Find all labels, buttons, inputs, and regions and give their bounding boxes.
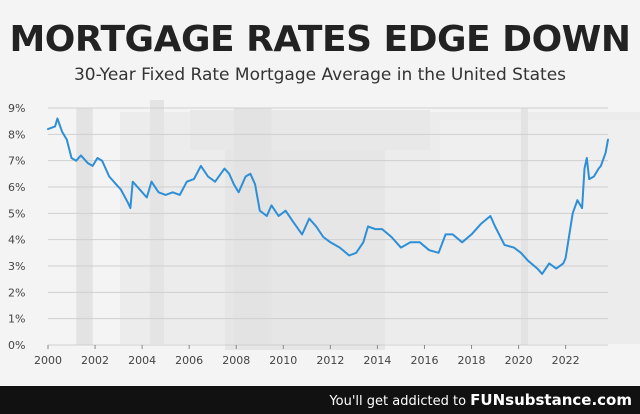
x-tick-label: 2000 [34, 354, 62, 367]
y-tick-label: 7% [8, 155, 25, 168]
y-tick-label: 8% [8, 128, 25, 141]
x-tick-label: 2018 [458, 354, 486, 367]
x-tick-label: 2016 [410, 354, 438, 367]
y-tick-label: 9% [8, 102, 25, 115]
x-tick-label: 2020 [505, 354, 533, 367]
recession-band-0 [76, 108, 93, 345]
x-tick-label: 2004 [128, 354, 156, 367]
footer-bar: You'll get addicted to FUNsubstance.com [0, 386, 640, 414]
y-axis-tick-labels: 0% 1% 2% 3% 4% 5% 6% 7% 8% 9% [8, 102, 25, 352]
recession-band-1 [233, 108, 272, 345]
x-tick-label: 2006 [175, 354, 203, 367]
y-tick-label: 3% [8, 260, 25, 273]
y-tick-label: 0% [8, 339, 25, 352]
background-sign-illustration [120, 100, 640, 350]
y-tick-label: 6% [8, 181, 25, 194]
x-tick-label: 2010 [269, 354, 297, 367]
x-tick-label: 2002 [81, 354, 109, 367]
recession-bands [76, 108, 528, 345]
footer-text: You'll get addicted to [329, 394, 471, 409]
x-axis-tick-labels: 2000 2002 2004 2006 2008 2010 2012 2014 2016 2018… [34, 345, 580, 367]
page-subtitle: 30-Year Fixed Rate Mortgage Average in t… [73, 65, 567, 85]
footer-credit: You'll get addicted to FUNsubstance.com [329, 391, 632, 411]
x-tick-label: 2022 [552, 354, 580, 367]
y-tick-label: 1% [8, 313, 25, 326]
page-title: MORTGAGE RATES EDGE DOWN [9, 19, 631, 60]
recession-band-2 [520, 108, 528, 345]
x-tick-label: 2012 [316, 354, 344, 367]
y-tick-label: 5% [8, 207, 25, 220]
series-line-30-year-fixed [47, 117, 609, 275]
mortgage-rate-line-chart: 0%1%2%3%4%5%6%7%8%9% 2000 2002 2004 2006 200… [8, 100, 640, 367]
footer-brand[interactable]: FUNsubstance.com [470, 391, 632, 409]
x-tick-label: 2014 [363, 354, 391, 367]
x-tick-label: 2008 [222, 354, 250, 367]
y-tick-label: 2% [8, 286, 25, 299]
y-tick-label: 4% [8, 234, 25, 247]
